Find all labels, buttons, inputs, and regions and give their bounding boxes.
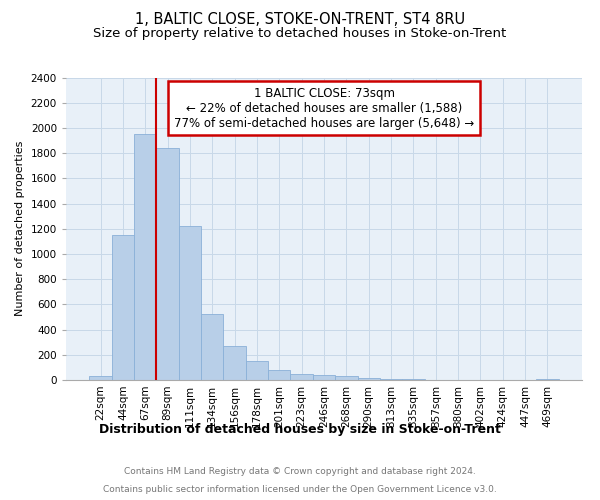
Text: 1, BALTIC CLOSE, STOKE-ON-TRENT, ST4 8RU: 1, BALTIC CLOSE, STOKE-ON-TRENT, ST4 8RU	[135, 12, 465, 28]
Bar	[201, 314, 223, 380]
Text: Contains public sector information licensed under the Open Government Licence v3: Contains public sector information licen…	[103, 485, 497, 494]
Text: Distribution of detached houses by size in Stoke-on-Trent: Distribution of detached houses by size …	[99, 422, 501, 436]
Bar	[223, 346, 246, 380]
Text: Size of property relative to detached houses in Stoke-on-Trent: Size of property relative to detached ho…	[94, 28, 506, 40]
Bar	[358, 378, 380, 380]
Bar	[246, 361, 268, 380]
Bar	[134, 134, 157, 380]
Bar	[313, 375, 335, 380]
Bar	[89, 376, 112, 380]
Bar	[112, 235, 134, 380]
Bar	[268, 370, 290, 380]
Text: Contains HM Land Registry data © Crown copyright and database right 2024.: Contains HM Land Registry data © Crown c…	[124, 468, 476, 476]
Bar	[335, 376, 358, 380]
Y-axis label: Number of detached properties: Number of detached properties	[15, 141, 25, 316]
Text: 1 BALTIC CLOSE: 73sqm
← 22% of detached houses are smaller (1,588)
77% of semi-d: 1 BALTIC CLOSE: 73sqm ← 22% of detached …	[174, 86, 474, 130]
Bar	[157, 148, 179, 380]
Bar	[290, 374, 313, 380]
Bar	[179, 226, 201, 380]
